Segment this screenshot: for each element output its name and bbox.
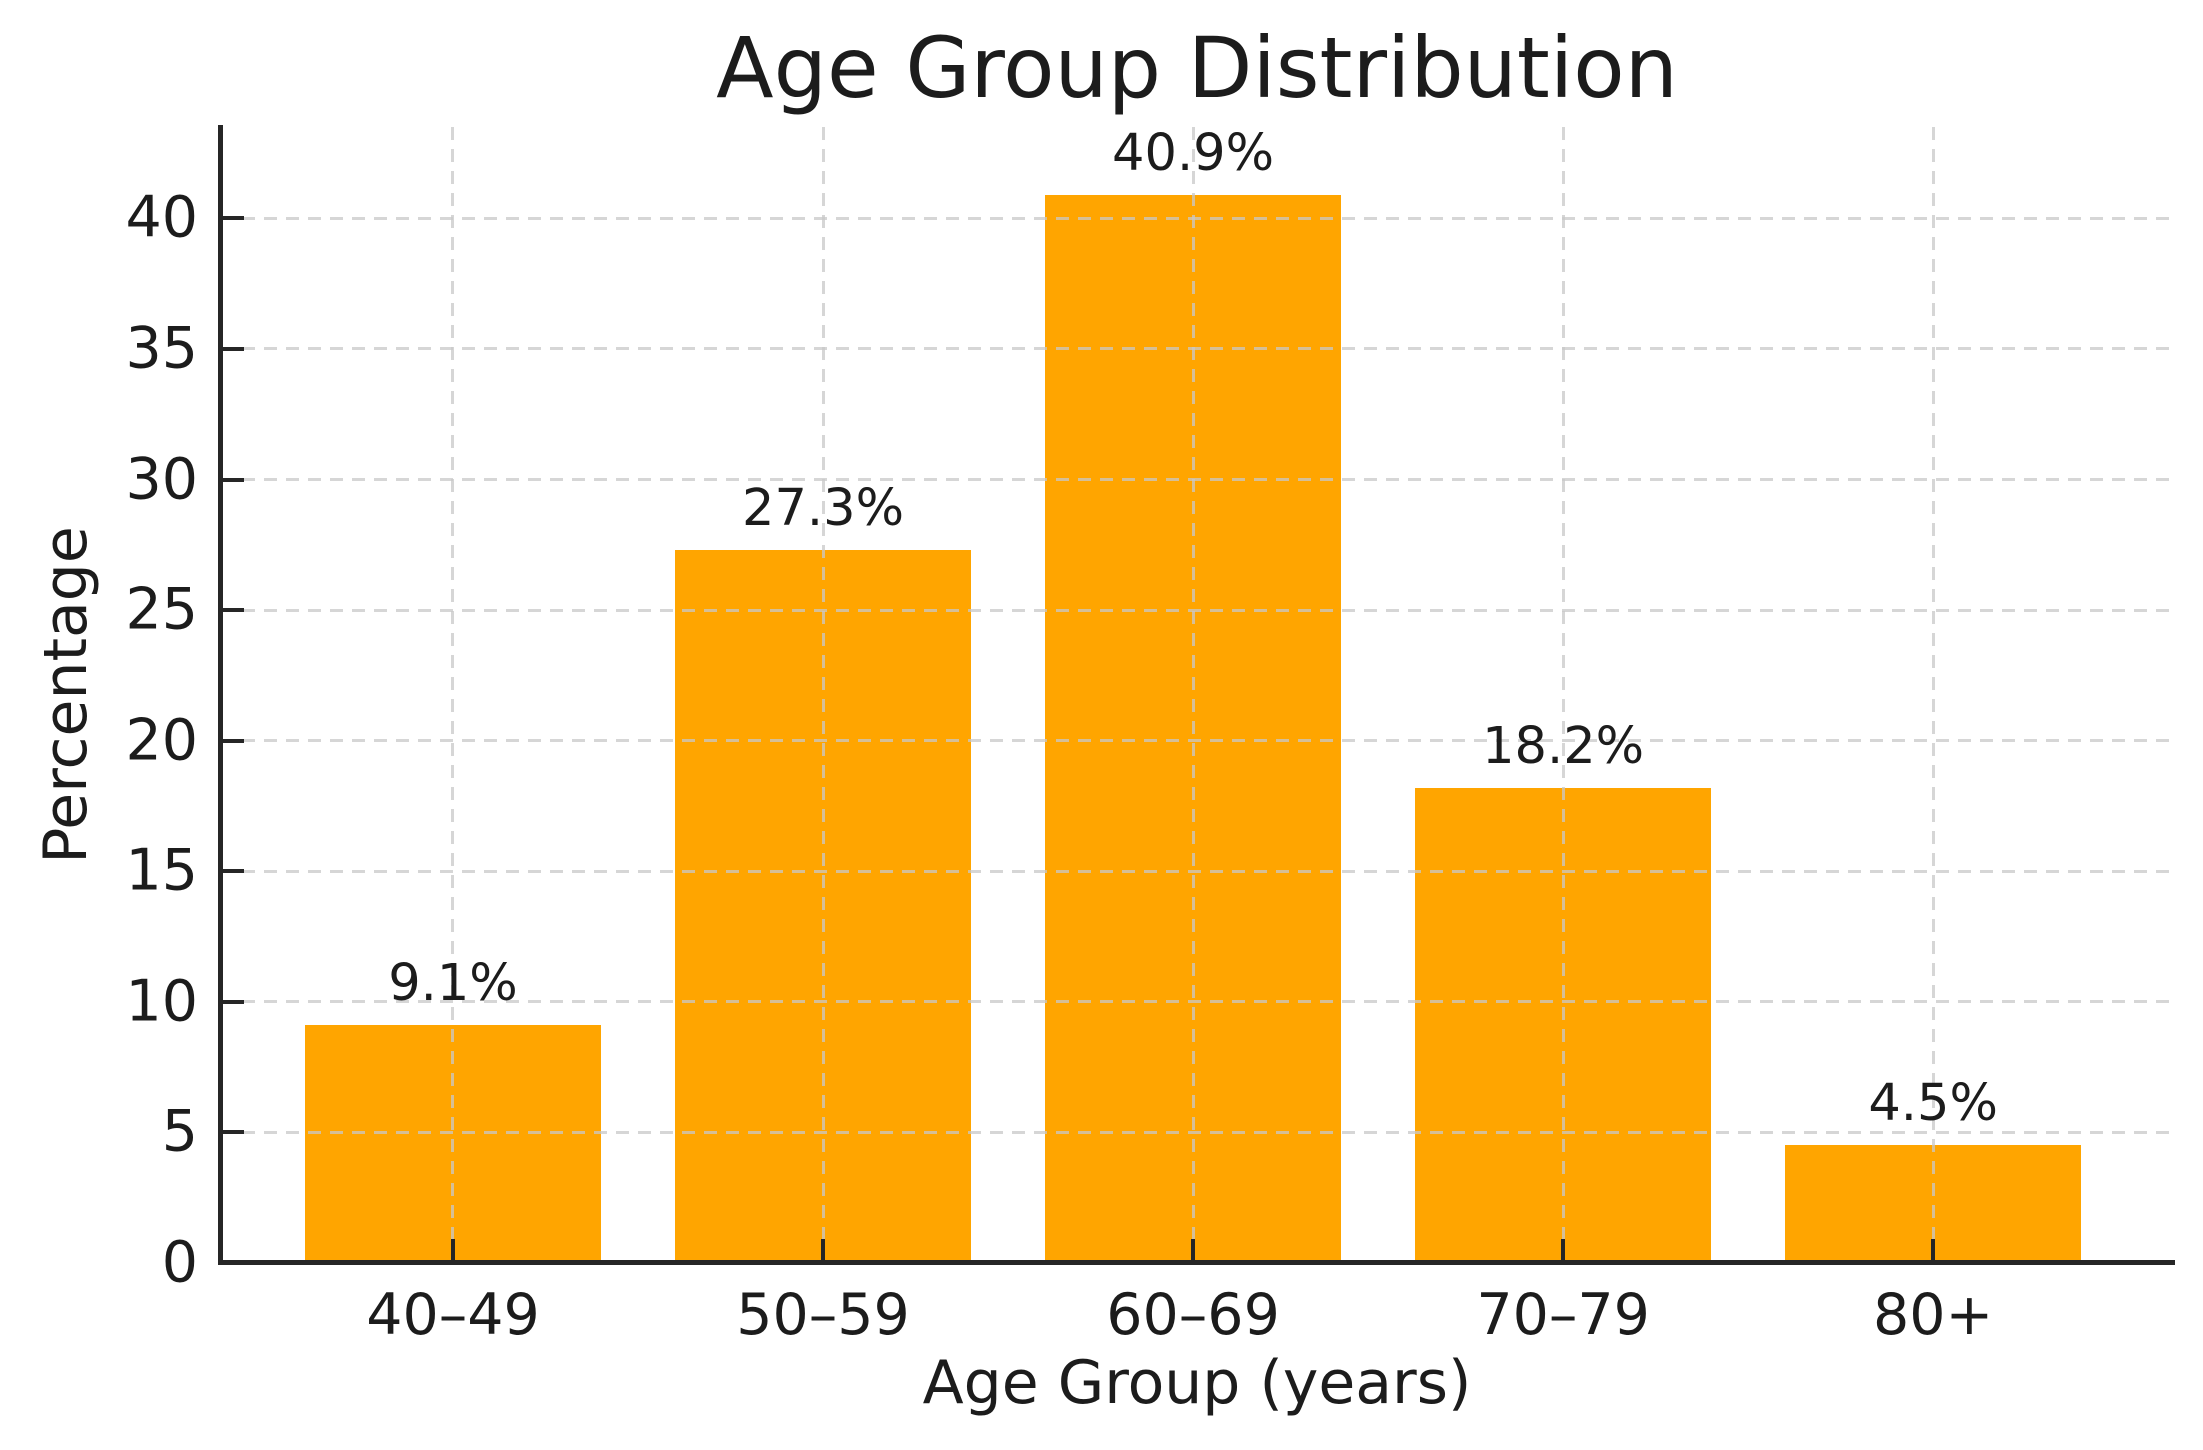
- y-tick-label: 0: [161, 1229, 198, 1296]
- horizontal-gridline: [220, 1130, 2173, 1134]
- axes-layer: [218, 125, 2175, 1265]
- y-axis-tick: [220, 216, 244, 221]
- y-tick-label: 25: [125, 576, 198, 643]
- y-axis-tick: [220, 999, 244, 1004]
- horizontal-gridline: [220, 1000, 2173, 1004]
- labels-layer: 0 5 10 15 20 25 30 35 40 9.1% 40–49 27.3% 50–59 40.9%…: [125, 123, 2173, 1344]
- chart-title: Age Group Distribution: [716, 19, 1678, 117]
- bar-value-label: 9.1%: [388, 954, 518, 1014]
- x-axis-tick: [821, 1239, 826, 1263]
- y-axis-spine: [218, 125, 223, 1265]
- bar-value-label: 27.3%: [742, 479, 905, 539]
- bar-value-label: 18.2%: [1482, 716, 1645, 776]
- y-tick-label: 40: [125, 184, 198, 251]
- x-tick-label: 40–49: [366, 1282, 540, 1348]
- bar-value-label: 40.9%: [1112, 123, 1275, 183]
- y-axis-tick: [220, 477, 244, 482]
- y-axis-tick: [220, 869, 244, 874]
- horizontal-gridline: [220, 739, 2173, 743]
- horizontal-gridline: [220, 478, 2173, 482]
- y-tick-label: 10: [125, 968, 198, 1035]
- x-tick-label: 50–59: [736, 1282, 910, 1348]
- y-tick-label: 15: [125, 837, 198, 904]
- y-axis-tick: [220, 738, 244, 743]
- x-axis-tick: [450, 1239, 455, 1263]
- y-axis-tick: [220, 346, 244, 351]
- vertical-gridline: [1561, 127, 1565, 1263]
- y-tick-label: 35: [125, 315, 198, 382]
- x-axis-spine: [218, 1260, 2175, 1265]
- y-tick-label: 5: [161, 1098, 198, 1165]
- bar-value-label: 4.5%: [1868, 1074, 1998, 1134]
- y-axis-label: Percentage: [31, 526, 101, 864]
- plot-area: 0 5 10 15 20 25 30 35 40 9.1% 40–49 27.3% 50–59 40.9%…: [125, 123, 2175, 1344]
- x-axis-label: Age Group (years): [922, 1348, 1472, 1418]
- y-axis-tick: [220, 1130, 244, 1135]
- y-axis-tick: [220, 1261, 244, 1265]
- x-tick-label: 60–69: [1106, 1282, 1280, 1348]
- vertical-gridline: [451, 127, 455, 1263]
- y-tick-label: 20: [125, 707, 198, 774]
- x-axis-tick: [1191, 1239, 1196, 1263]
- y-tick-label: 30: [125, 446, 198, 513]
- x-tick-label: 80+: [1872, 1282, 1994, 1348]
- vertical-gridline: [821, 127, 825, 1263]
- x-axis-tick: [1931, 1239, 1936, 1263]
- gridlines-layer: [220, 127, 2173, 1263]
- horizontal-gridline: [220, 869, 2173, 873]
- horizontal-gridline: [220, 216, 2173, 220]
- horizontal-gridline: [220, 347, 2173, 351]
- vertical-gridline: [1931, 127, 1935, 1263]
- x-tick-label: 70–79: [1476, 1282, 1650, 1348]
- vertical-gridline: [1191, 127, 1195, 1263]
- horizontal-gridline: [220, 608, 2173, 612]
- y-axis-tick: [220, 608, 244, 613]
- x-axis-tick: [1561, 1239, 1566, 1263]
